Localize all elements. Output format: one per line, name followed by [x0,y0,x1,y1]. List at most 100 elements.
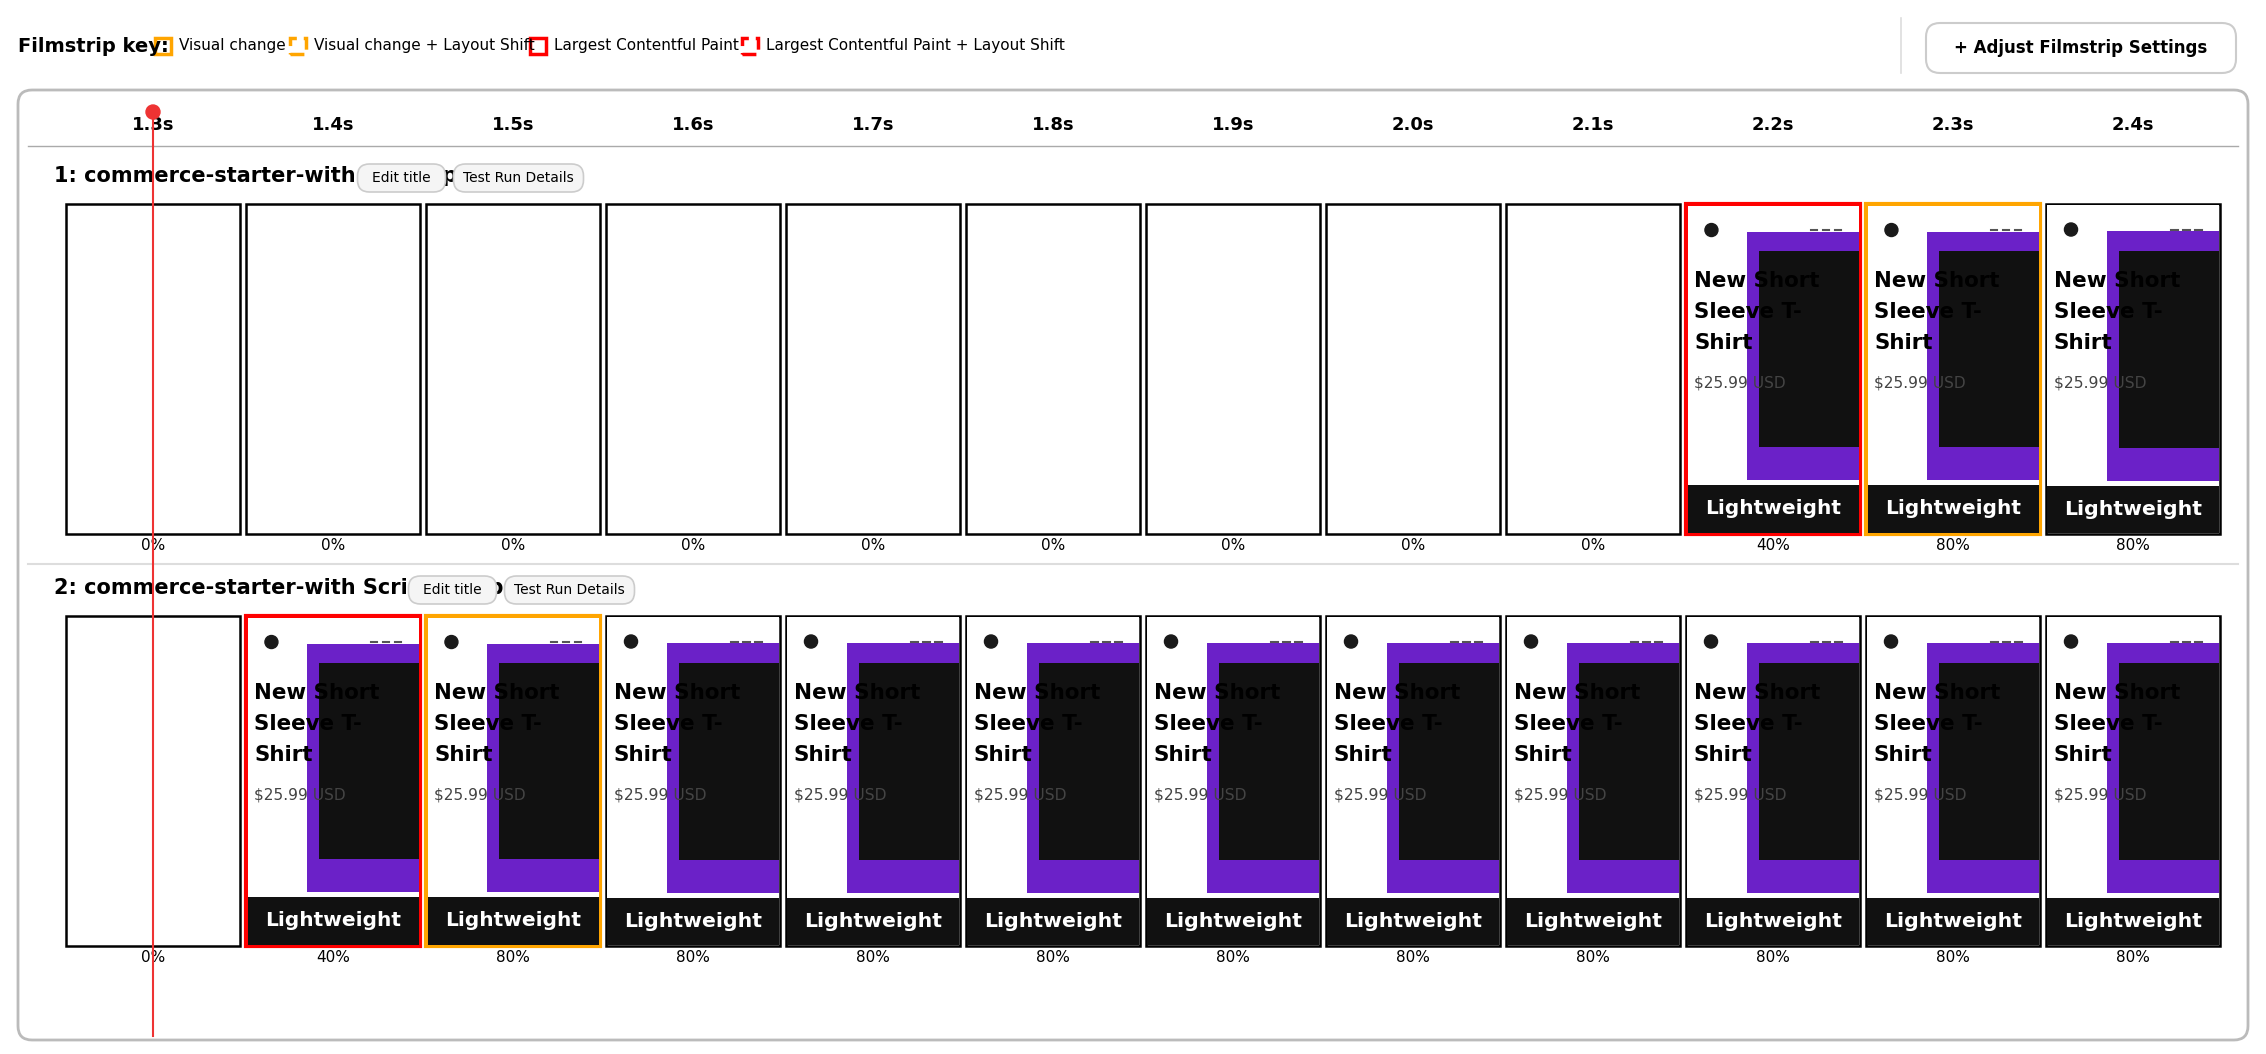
Text: 0%: 0% [1040,538,1065,553]
Text: $25.99 USD: $25.99 USD [974,787,1067,802]
Circle shape [444,636,458,648]
Text: Lightweight: Lightweight [1704,500,1840,519]
Text: Filmstrip key:: Filmstrip key: [18,37,168,56]
Text: 0%: 0% [140,538,165,553]
FancyBboxPatch shape [505,575,634,604]
Text: 0%: 0% [1221,538,1244,553]
Circle shape [1704,635,1718,648]
Text: Lightweight: Lightweight [983,912,1122,931]
Text: Sleeve T-: Sleeve T- [974,714,1083,734]
Text: 80%: 80% [857,950,891,965]
Text: 1.4s: 1.4s [313,116,353,134]
Text: New Short: New Short [2053,271,2180,291]
Bar [426,204,600,534]
Bar [247,204,419,534]
Text: 2: commerce-starter-with Script component: 2: commerce-starter-with Script componen… [54,578,571,598]
Text: $25.99 USD: $25.99 USD [614,787,707,802]
Bar [1507,204,1679,534]
Bar [1579,663,1679,860]
Text: Shirt: Shirt [1874,333,1933,353]
Bar [968,898,1140,945]
Text: Sleeve T-: Sleeve T- [793,714,902,734]
Text: + Adjust Filmstrip Settings: + Adjust Filmstrip Settings [1953,39,2207,57]
Bar [1507,616,1679,946]
Bar [680,663,780,860]
Bar [1926,643,2039,893]
Circle shape [804,635,818,648]
Text: Lightweight: Lightweight [1344,912,1482,931]
Text: Shirt: Shirt [1335,745,1394,765]
Text: Test Run Details: Test Run Details [514,583,625,597]
Bar [1940,663,2039,860]
Text: New Short: New Short [1874,271,2001,291]
Bar [499,663,598,859]
Text: Sleeve T-: Sleeve T- [254,714,363,734]
Text: New Short: New Short [2053,683,2180,703]
Text: Shirt: Shirt [435,745,492,765]
Text: $25.99 USD: $25.99 USD [1874,787,1967,802]
Bar [1865,616,2039,946]
Bar [2046,898,2218,945]
Circle shape [2064,635,2078,648]
Bar [847,643,959,893]
Text: 80%: 80% [1217,950,1251,965]
Bar [2107,231,2218,481]
Text: New Short: New Short [254,683,381,703]
Bar [308,644,419,892]
Bar [2046,617,2218,945]
Text: 0%: 0% [1582,538,1604,553]
Bar [1568,643,1679,893]
Text: $25.99 USD: $25.99 USD [254,787,347,802]
Circle shape [1885,223,1899,236]
Text: 80%: 80% [675,950,709,965]
Text: Lightweight: Lightweight [265,912,401,931]
Bar [1326,204,1500,534]
Bar [2046,204,2218,533]
Bar [786,616,961,946]
Text: New Short: New Short [974,683,1101,703]
Text: Test Run Details: Test Run Details [462,171,573,186]
Text: 80%: 80% [1577,950,1609,965]
Text: 80%: 80% [1756,950,1790,965]
Text: Shirt: Shirt [1153,745,1212,765]
Bar [605,204,780,534]
Bar [487,644,598,892]
Bar [741,38,759,54]
Text: Shirt: Shirt [1874,745,1933,765]
Text: Sleeve T-: Sleeve T- [2053,714,2162,734]
Bar [2046,204,2221,534]
Bar [1686,898,1858,945]
Text: New Short: New Short [614,683,741,703]
Bar [1686,616,1860,946]
Bar [1040,663,1140,860]
Text: 1.9s: 1.9s [1212,116,1255,134]
Text: 2.0s: 2.0s [1391,116,1434,134]
Text: 80%: 80% [1036,950,1070,965]
Text: Lightweight: Lightweight [623,912,761,931]
Bar [1867,206,2039,532]
FancyBboxPatch shape [453,164,585,192]
Text: Sleeve T-: Sleeve T- [1514,714,1622,734]
Bar [1940,251,2039,448]
FancyBboxPatch shape [408,575,496,604]
Text: Shirt: Shirt [1693,745,1752,765]
Text: 2.1s: 2.1s [1573,116,1613,134]
Text: $25.99 USD: $25.99 USD [1693,787,1786,802]
Bar [1147,204,1321,534]
Text: Lightweight: Lightweight [2064,500,2203,519]
Text: 1.3s: 1.3s [131,116,174,134]
Text: Shirt: Shirt [974,745,1033,765]
Bar [1867,617,2039,945]
Bar [1758,251,1858,448]
Text: $25.99 USD: $25.99 USD [793,787,886,802]
Text: Lightweight: Lightweight [1883,912,2021,931]
Text: 0%: 0% [322,538,344,553]
Text: Sleeve T-: Sleeve T- [1695,301,1801,321]
Circle shape [1704,223,1718,236]
Text: 1.8s: 1.8s [1031,116,1074,134]
Bar [247,897,419,944]
Bar [66,204,240,534]
Text: Largest Contentful Paint: Largest Contentful Paint [553,38,739,53]
Text: New Short: New Short [435,683,560,703]
Text: 80%: 80% [2116,538,2150,553]
